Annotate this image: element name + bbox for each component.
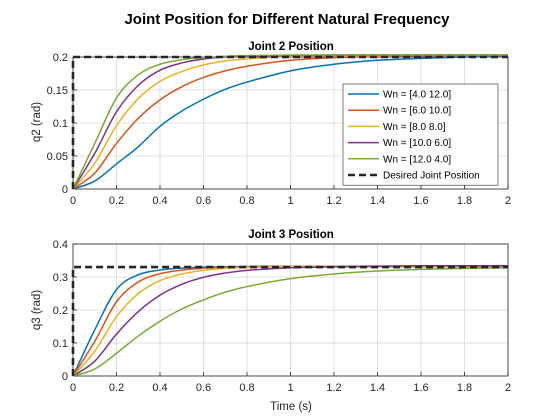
legend-label: Desired Joint Position	[383, 171, 480, 182]
axes-title: Joint 2 Position	[248, 41, 334, 53]
y-tick-label: 0.3	[53, 272, 68, 284]
x-tick-label: 0.8	[239, 195, 254, 207]
y-tick-label: 0.15	[47, 85, 68, 97]
x-tick-label: 2	[505, 382, 511, 394]
x-tick-label: 0.6	[196, 195, 211, 207]
y-tick-label: 0	[62, 371, 68, 383]
x-tick-label: 1.8	[457, 195, 472, 207]
joint-2-axes: Joint 2 Position 0 0.2 0.4 0.6 0.8 1 1.2 1.4 1.6…	[31, 41, 511, 207]
figure-title: Joint Position for Different Natural Fre…	[124, 11, 450, 28]
legend-label: Wn = [4.0 12.0]	[383, 90, 451, 101]
x-tick-label: 1.6	[413, 382, 428, 394]
x-tick-label: 1	[287, 195, 293, 207]
x-tick-label: 0.2	[109, 195, 124, 207]
y-tick-label: 0.2	[53, 305, 68, 317]
x-tick-label: 0	[70, 382, 76, 394]
x-tick-label: 0.8	[239, 382, 254, 394]
legend-label: Wn = [10.0 6.0]	[383, 138, 451, 149]
x-tick-label: 0.2	[109, 382, 124, 394]
axes-title: Joint 3 Position	[248, 229, 334, 241]
x-tick-label: 1.2	[326, 382, 341, 394]
x-tick-label: 0	[70, 195, 76, 207]
y-tick-label: 0.1	[53, 338, 68, 350]
x-tick-label: 1	[287, 382, 293, 394]
y-axis-label: q2 (rad)	[31, 102, 43, 142]
x-tick-label: 1.4	[370, 382, 385, 394]
x-tick-label: 1.2	[326, 195, 341, 207]
legend-label: Wn = [6.0 10.0]	[383, 106, 451, 117]
joint-3-axes: Joint 3 Position 0 0.2 0.4 0.6 0.8 1 1.2 1.4 1.6…	[31, 229, 511, 413]
x-tick-label: 0.6	[196, 382, 211, 394]
x-tick-label: 1.8	[457, 382, 472, 394]
y-axis-label: q3 (rad)	[31, 290, 43, 330]
x-tick-label: 2	[505, 195, 511, 207]
legend-label: Wn = [8.0 8.0]	[383, 122, 446, 133]
y-tick-label: 0.05	[47, 151, 68, 163]
y-tick-label: 0.4	[53, 239, 68, 251]
x-tick-label: 1.4	[370, 195, 385, 207]
x-tick-label: 0.4	[152, 382, 167, 394]
y-tick-label: 0.1	[53, 118, 68, 130]
x-tick-label: 1.6	[413, 195, 428, 207]
legend: Wn = [4.0 12.0] Wn = [6.0 10.0] Wn = [8.0 …	[343, 84, 498, 185]
y-tick-label: 0.2	[53, 52, 68, 64]
legend-label: Wn = [12.0 4.0]	[383, 154, 451, 165]
x-axis-label: Time (s)	[270, 401, 312, 413]
x-tick-label: 0.4	[152, 195, 167, 207]
y-tick-label: 0	[62, 184, 68, 196]
